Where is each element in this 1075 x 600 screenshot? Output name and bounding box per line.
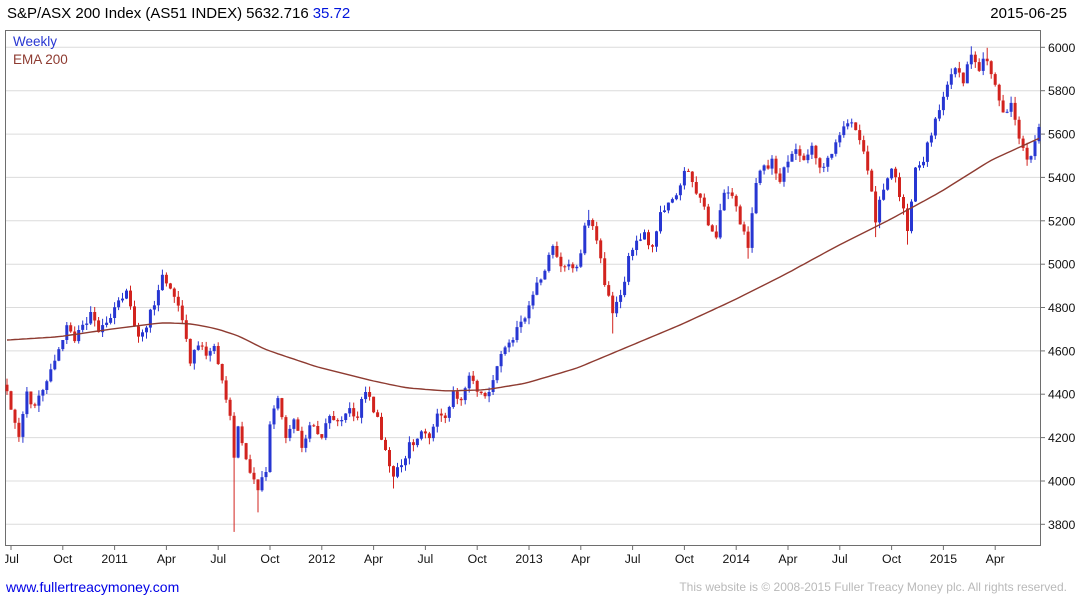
price-chart: 3800 4000 4200 4400 4600 4800 5000 5200 5400 5600… xyxy=(3,30,1075,566)
y-axis-label: 4200 xyxy=(1048,431,1075,445)
x-axis-label: 2013 xyxy=(515,552,543,566)
page-title: S&P/ASX 200 Index (AS51 INDEX) xyxy=(7,5,243,22)
x-axis-label: Apr xyxy=(778,552,797,566)
x-axis-label: Apr xyxy=(364,552,383,566)
legend-weekly-label: Weekly xyxy=(13,34,58,49)
y-axis-label: 6000 xyxy=(1048,41,1075,55)
legend-ema-label: EMA 200 xyxy=(13,52,68,67)
y-axis-label: 5000 xyxy=(1048,258,1075,272)
x-axis-label: Jul xyxy=(5,552,19,566)
x-axis-label: 2015 xyxy=(930,552,958,566)
y-axis-label: 5600 xyxy=(1048,128,1075,142)
x-axis-label: Oct xyxy=(53,552,73,566)
x-axis-label: Apr xyxy=(157,552,176,566)
x-axis-label: Jul xyxy=(210,552,226,566)
chart-date: 2015-06-25 xyxy=(990,5,1067,22)
last-price: 5632.716 xyxy=(246,5,309,22)
y-axis-label: 5400 xyxy=(1048,171,1075,185)
y-axis-label: 5200 xyxy=(1048,214,1075,228)
ema-line xyxy=(6,137,1040,392)
x-axis-label: Oct xyxy=(468,552,488,566)
x-axis-label: Apr xyxy=(986,552,1005,566)
x-axis-label: Oct xyxy=(260,552,280,566)
y-axis-label: 4400 xyxy=(1048,388,1075,402)
x-axis-label: 2011 xyxy=(101,552,128,566)
y-axis-label: 4000 xyxy=(1048,475,1075,489)
x-axis-label: Jul xyxy=(418,552,434,566)
chart-border xyxy=(5,30,1041,546)
x-axis-label: Oct xyxy=(882,552,902,566)
y-axis-label: 3800 xyxy=(1048,518,1075,532)
price-change: 35.72 xyxy=(312,5,351,22)
x-axis-label: Jul xyxy=(832,552,848,566)
chart-area: 3800 4000 4200 4400 4600 4800 5000 5200 5400 5600… xyxy=(3,30,1075,570)
x-axis-label: Apr xyxy=(571,552,590,566)
x-axis-label: 2014 xyxy=(723,552,751,566)
chart-header: S&P/ASX 200 Index (AS51 INDEX) 5632.716 35… xyxy=(7,5,350,22)
x-axis-label: Jul xyxy=(625,552,641,566)
y-axis-label: 5800 xyxy=(1048,84,1075,98)
y-axis-label: 4800 xyxy=(1048,301,1075,315)
candlestick-layer xyxy=(5,46,1041,532)
y-axis-label: 4600 xyxy=(1048,344,1075,358)
copyright-text: This website is © 2008-2015 Fuller Treac… xyxy=(679,580,1067,594)
x-axis-label: Oct xyxy=(675,552,695,566)
x-axis-label: 2012 xyxy=(308,552,336,566)
site-link[interactable]: www.fullertreacymoney.com xyxy=(6,579,180,595)
axis-layer: 3800 4000 4200 4400 4600 4800 5000 5200 5400 5600… xyxy=(3,41,1075,566)
